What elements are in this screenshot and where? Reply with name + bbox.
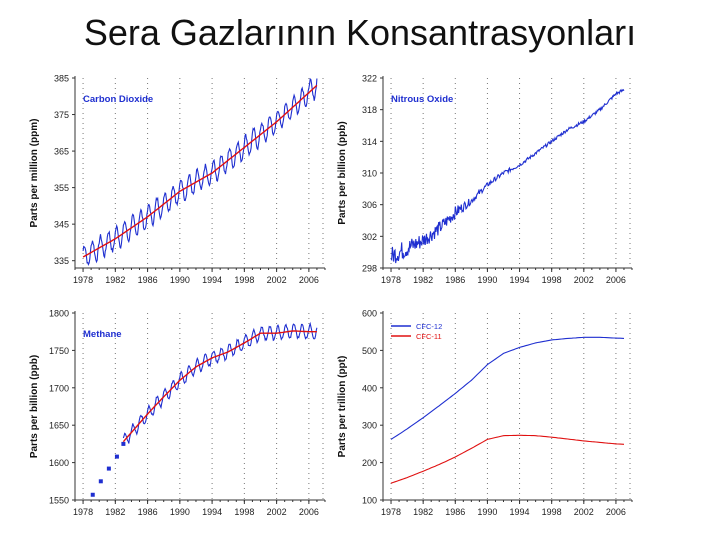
slide-title: Sera Gazlarının Konsantrasyonları	[83, 12, 637, 53]
panel-title: Methane	[83, 329, 122, 340]
x-tick-label: 1986	[138, 507, 158, 517]
x-tick-label: 2002	[267, 275, 287, 285]
x-tick-label: 1986	[445, 275, 465, 285]
y-tick-label: 355	[54, 183, 69, 193]
x-tick-label: 1982	[413, 275, 433, 285]
y-tick-label: 298	[362, 264, 377, 274]
chart-panel-2: 298 302 306 310 314 318 322 1978 1982 1986 1990 199…	[337, 74, 633, 285]
x-tick-label: 1998	[234, 507, 254, 517]
x-tick-label: 1978	[73, 507, 93, 517]
series-line-1	[390, 88, 625, 264]
legend-label: CFC-12	[416, 322, 442, 331]
x-tick-label: 1982	[105, 507, 125, 517]
x-tick-label: 1990	[477, 275, 497, 285]
data-point	[98, 479, 103, 484]
y-tick-label: 300	[362, 421, 377, 431]
x-tick-label: 1978	[381, 275, 401, 285]
series-line-2	[82, 84, 318, 258]
y-tick-label: 1800	[49, 309, 69, 319]
series-line-2	[390, 434, 625, 484]
x-tick-label: 2006	[606, 507, 626, 517]
y-tick-label: 385	[54, 74, 69, 84]
x-tick-label: 1994	[510, 275, 530, 285]
y-tick-label: 375	[54, 110, 69, 120]
x-tick-label: 2006	[606, 275, 626, 285]
y-tick-label: 1750	[49, 346, 69, 356]
x-tick-label: 1990	[170, 507, 190, 517]
x-tick-label: 1990	[477, 507, 497, 517]
y-tick-label: 318	[362, 105, 377, 115]
x-tick-label: 1978	[73, 275, 93, 285]
y-tick-label: 500	[362, 346, 377, 356]
legend-label: CFC-11	[416, 332, 442, 341]
x-tick-label: 1998	[234, 275, 254, 285]
series-line-2	[122, 330, 317, 443]
y-tick-label: 306	[362, 200, 377, 210]
series-line-1	[122, 321, 318, 444]
x-tick-label: 2006	[299, 275, 319, 285]
x-tick-label: 1998	[542, 275, 562, 285]
y-tick-label: 310	[362, 169, 377, 179]
y-tick-label: 365	[54, 147, 69, 157]
y-tick-label: 1600	[49, 458, 69, 468]
panel-title: Carbon Dioxide	[83, 94, 153, 105]
y-axis-label: Parts per billion (ppb)	[29, 355, 40, 458]
y-tick-label: 335	[54, 256, 69, 266]
x-tick-label: 1986	[138, 275, 158, 285]
y-tick-label: 1650	[49, 421, 69, 431]
data-point	[90, 492, 95, 497]
series-line-1	[82, 77, 318, 266]
y-tick-label: 314	[362, 137, 377, 147]
x-tick-label: 1998	[542, 507, 562, 517]
y-tick-label: 1550	[49, 496, 69, 506]
x-tick-label: 1978	[381, 507, 401, 517]
x-tick-label: 1994	[510, 507, 530, 517]
x-tick-label: 2002	[574, 275, 594, 285]
y-tick-label: 100	[362, 496, 377, 506]
data-point	[106, 466, 111, 471]
x-tick-label: 1994	[202, 275, 222, 285]
x-tick-label: 1982	[413, 507, 433, 517]
x-tick-label: 2006	[299, 507, 319, 517]
data-point	[121, 441, 126, 446]
x-tick-label: 1986	[445, 507, 465, 517]
x-tick-label: 2002	[574, 507, 594, 517]
x-tick-label: 2002	[267, 507, 287, 517]
y-axis-label: Parts per billion (ppb)	[337, 121, 348, 224]
y-axis-label: Parts per trillion (ppt)	[337, 356, 348, 458]
panel-title: Nitrous Oxide	[391, 94, 453, 105]
x-tick-label: 1994	[202, 507, 222, 517]
y-tick-label: 400	[362, 383, 377, 393]
chart-panel-1: 335 345 355 365 375 385 1978 1982 1986 1990 1994 19…	[29, 74, 326, 285]
y-tick-label: 322	[362, 74, 377, 84]
series-line-1	[390, 336, 625, 440]
x-tick-label: 1982	[105, 275, 125, 285]
chart-panel-3: 1550 1600 1650 1700 1750 1800 1978 1982 1986 1990…	[29, 309, 326, 517]
y-tick-label: 600	[362, 309, 377, 319]
y-tick-label: 302	[362, 232, 377, 242]
y-tick-label: 200	[362, 458, 377, 468]
chart-panel-4: 100 200 300 400 500 600 1978 1982 1986 1990 1994 19…	[337, 309, 633, 517]
x-tick-label: 1990	[170, 275, 190, 285]
y-axis-label: Parts per million (ppm)	[29, 119, 40, 228]
data-point	[114, 454, 119, 459]
y-tick-label: 345	[54, 220, 69, 230]
y-tick-label: 1700	[49, 383, 69, 393]
